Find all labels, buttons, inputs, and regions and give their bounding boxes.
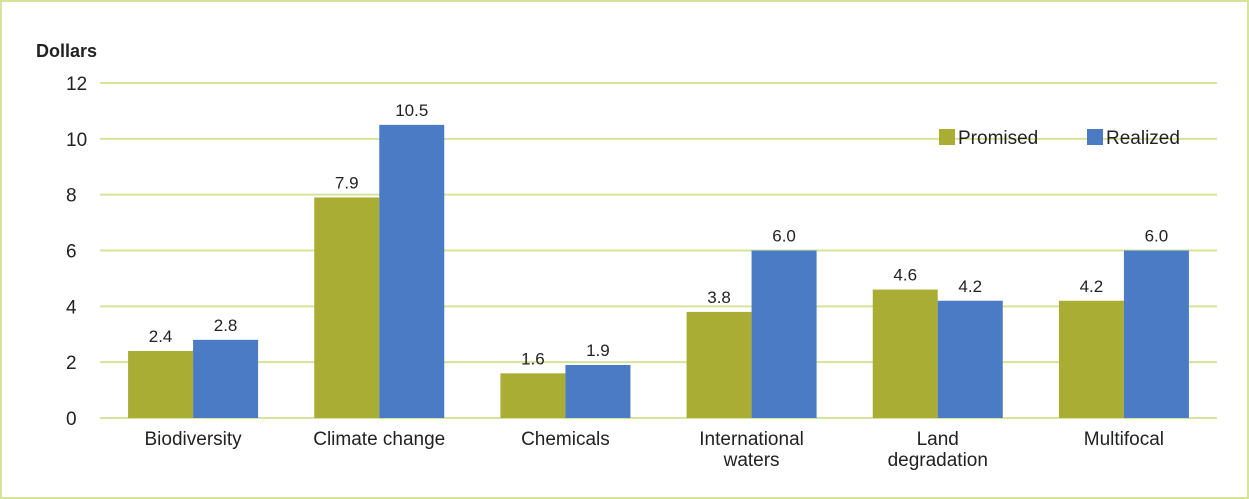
y-tick-label-6: 12	[66, 74, 87, 95]
category-labels: Biodiversity Climate change Chemicals Inter…	[145, 429, 1165, 471]
legend-label-realized: Realized	[1106, 128, 1180, 149]
y-tick-labels: 0 2 4 6 8 10 12	[66, 74, 87, 430]
legend: Promised Realized	[939, 128, 1180, 149]
data-label-realized-5: 6.0	[1145, 227, 1169, 246]
bar-promised-1	[314, 197, 380, 418]
y-tick-label-4: 8	[66, 186, 77, 207]
bar-promised-3	[686, 311, 752, 418]
bars	[128, 124, 1189, 418]
bar-realized-0	[193, 339, 259, 418]
bar-realized-1	[379, 124, 445, 418]
legend-swatch-realized	[1087, 129, 1103, 145]
gridlines	[100, 82, 1217, 419]
data-label-promised-3: 3.8	[707, 288, 731, 307]
category-label-3-0: International	[699, 429, 804, 450]
category-label-4-1: degradation	[888, 450, 988, 471]
bar-realized-4	[937, 300, 1003, 418]
category-label-1-0: Climate change	[313, 429, 445, 450]
legend-label-promised: Promised	[958, 128, 1038, 149]
data-label-promised-5: 4.2	[1080, 277, 1104, 296]
bar-promised-5	[1058, 300, 1124, 418]
category-label-5-0: Multifocal	[1084, 429, 1164, 450]
category-label-3-1: waters	[723, 450, 780, 471]
data-label-promised-4: 4.6	[893, 266, 917, 285]
data-label-realized-0: 2.8	[214, 316, 238, 335]
y-tick-label-0: 0	[66, 409, 77, 430]
y-tick-label-3: 6	[66, 242, 77, 263]
y-tick-label-5: 10	[66, 130, 87, 151]
legend-swatch-promised	[939, 129, 955, 145]
data-label-promised-1: 7.9	[335, 173, 359, 192]
bar-realized-3	[751, 250, 817, 418]
data-label-realized-2: 1.9	[586, 341, 610, 360]
category-label-0-0: Biodiversity	[145, 429, 243, 450]
bar-promised-2	[500, 373, 566, 418]
y-tick-label-1: 2	[66, 353, 77, 374]
data-label-promised-0: 2.4	[149, 327, 173, 346]
bar-promised-4	[872, 289, 938, 418]
data-labels: 2.4 2.8 7.9 10.5 1.6 1.9 3.8 6.0 4.6 4.2 4.2 6.0	[149, 101, 1168, 368]
category-label-2-0: Chemicals	[521, 429, 610, 450]
data-label-realized-1: 10.5	[395, 101, 428, 120]
data-label-realized-3: 6.0	[772, 227, 796, 246]
category-label-4-0: Land	[917, 429, 959, 450]
data-label-realized-4: 4.2	[958, 277, 982, 296]
y-tick-label-2: 4	[66, 297, 77, 318]
y-axis-label: Dollars	[36, 41, 97, 61]
bar-realized-5	[1123, 250, 1189, 418]
bar-promised-0	[128, 351, 194, 418]
bar-realized-2	[565, 364, 631, 418]
data-label-promised-2: 1.6	[521, 349, 545, 368]
